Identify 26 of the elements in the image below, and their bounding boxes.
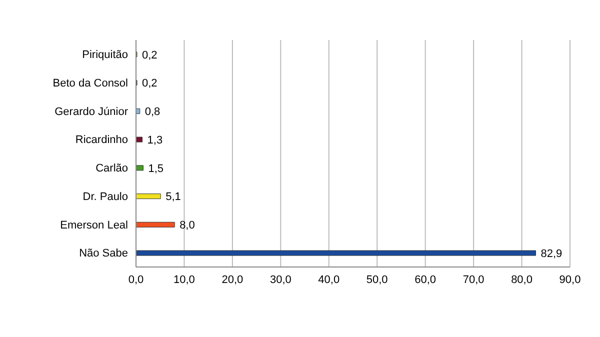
x-tick-label: 10,0 — [174, 274, 195, 286]
x-tick-label: 0,0 — [128, 274, 144, 286]
data-label: 0,8 — [144, 106, 160, 118]
y-tick-label: Piriquitão — [82, 49, 128, 62]
data-label: 0,2 — [142, 78, 158, 90]
y-tick-label: Ricardinho — [75, 134, 128, 146]
y-tick-label: Emerson Leal — [60, 219, 128, 232]
x-tick-label: 90,0 — [559, 274, 581, 286]
data-label: 1,5 — [148, 162, 164, 175]
y-tick-label: Dr. Paulo — [82, 190, 128, 203]
data-label: 1,3 — [147, 134, 163, 146]
x-tick-label: 80,0 — [511, 274, 532, 286]
data-label: 5,1 — [166, 191, 181, 204]
x-tick-label: 70,0 — [462, 274, 484, 286]
x-tick-label: 60,0 — [414, 274, 436, 286]
y-tick-label: Não Sabe — [79, 248, 128, 260]
data-label: 0,2 — [142, 49, 158, 62]
x-tick-label: 40,0 — [318, 274, 340, 286]
x-tick-label: 30,0 — [270, 274, 292, 286]
x-tick-label: 50,0 — [366, 274, 388, 286]
y-tick-label: Gerardo Júnior — [54, 106, 128, 118]
x-tick-label: 20,0 — [222, 274, 244, 286]
y-tick-label: Beto da Consol — [52, 77, 128, 90]
data-label: 8,0 — [180, 220, 195, 232]
y-tick-label: Carlão — [96, 162, 128, 175]
data-label: 82,9 — [540, 248, 562, 260]
